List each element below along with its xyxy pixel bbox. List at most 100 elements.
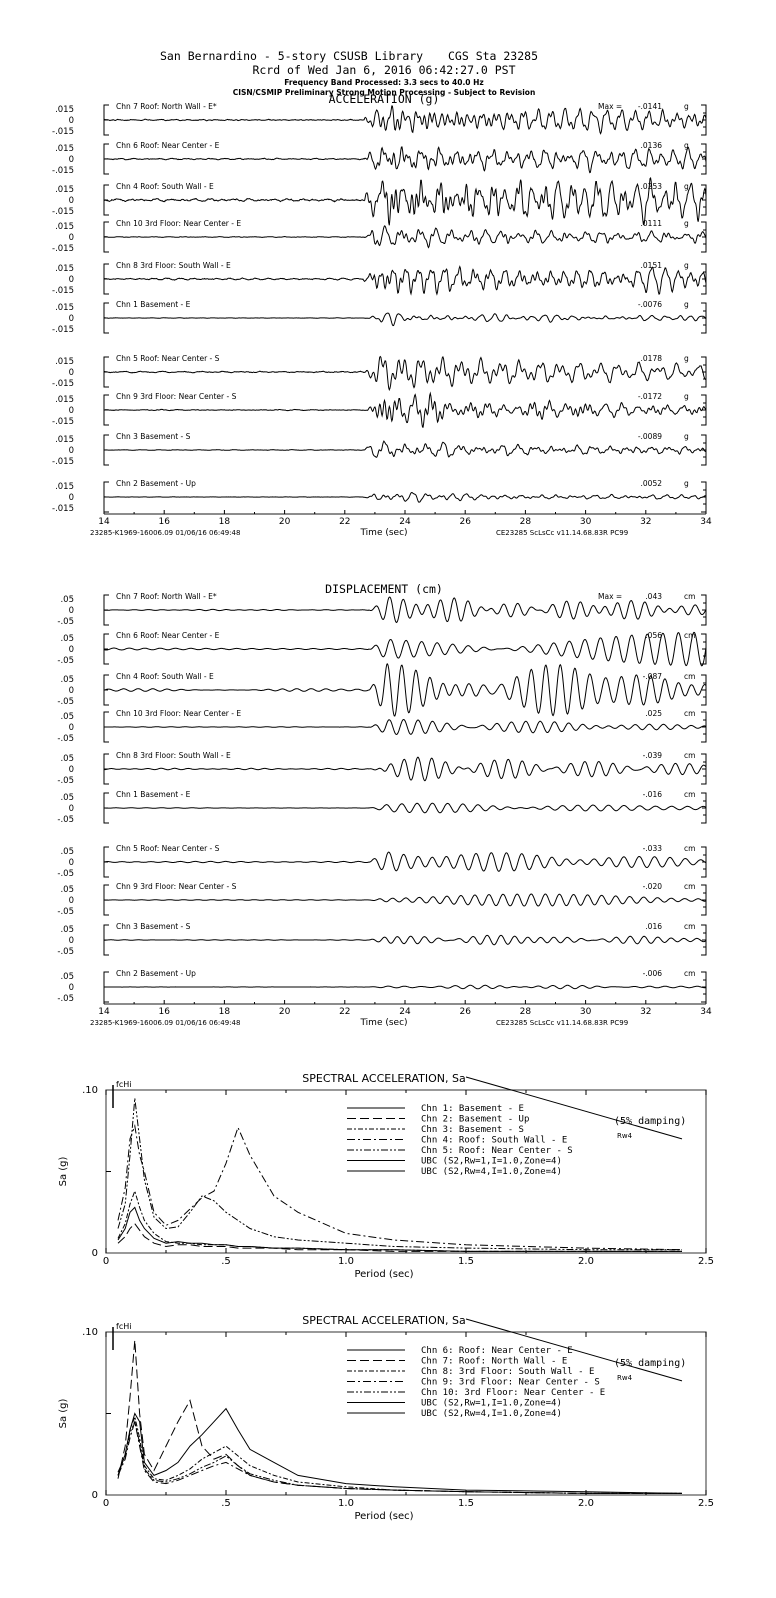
- channel-unit: cm: [684, 709, 695, 718]
- channel-waveform: [104, 984, 706, 990]
- channel-label: Chn 5 Roof: Near Center - S: [116, 844, 220, 853]
- spectrum-series-line: [117, 1206, 682, 1252]
- channel-waveform: [103, 851, 707, 872]
- x-tick-label: 2.0: [578, 1256, 594, 1267]
- ubc-design-spectrum-line: [465, 1076, 683, 1140]
- time-tick-label: 16: [158, 1007, 170, 1017]
- channel-axis-bracket-right: [701, 104, 707, 136]
- time-tick-label: 32: [640, 517, 651, 527]
- y-tick-label-zero: 0: [69, 804, 74, 814]
- y-tick-label-zero: 0: [69, 493, 74, 503]
- time-tick-label: 28: [520, 517, 532, 527]
- y-tick-label-zero: 0: [69, 446, 74, 456]
- channel-label: Chn 10 3rd Floor: Near Center - E: [116, 709, 241, 718]
- y-tick-label-top: .015: [55, 264, 74, 274]
- channel-trace-group: .050-.05 Chn 7 Roof: North Wall - E* Max =…: [57, 592, 707, 627]
- channel-label: Chn 3 Basement - S: [116, 432, 191, 441]
- y-tick-label-bottom: -.015: [52, 417, 74, 427]
- channel-max-value: -.039: [643, 751, 663, 760]
- y-tick-label-top: .015: [55, 144, 74, 154]
- spectrum-series-line: [117, 1415, 682, 1494]
- channel-label: Chn 6 Roof: Near Center - E: [116, 141, 220, 150]
- x-tick-label: 2.0: [578, 1498, 594, 1509]
- channel-unit: g: [684, 261, 689, 270]
- channel-max-value: .016: [645, 922, 662, 931]
- x-tick-label: 0: [103, 1498, 109, 1509]
- channel-label: Chn 3 Basement - S: [116, 922, 191, 931]
- channel-axis-bracket-right: [701, 971, 707, 1003]
- y-tick-label-top: .10: [82, 1327, 98, 1338]
- channel-unit: cm: [684, 592, 695, 601]
- time-tick-label: 18: [219, 517, 231, 527]
- spectral-acceleration-panel: SPECTRAL ACCELERATION, Sa 0 .5 1.0 1.5 2.0 2.5…: [58, 1072, 714, 1280]
- channel-axis-bracket-right: [701, 263, 707, 295]
- spectrum-series-line: [117, 1189, 682, 1252]
- x-tick-label: 1.0: [338, 1498, 354, 1509]
- channel-label: Chn 9 3rd Floor: Near Center - S: [116, 392, 237, 401]
- channel-trace-group: .050-.05 Chn 3 Basement - S .016 cm: [57, 922, 707, 957]
- y-tick-label-bottom: -.05: [57, 815, 74, 825]
- time-tick-label: 32: [640, 1007, 651, 1017]
- x-tick-label: 1.5: [458, 1498, 474, 1509]
- x-tick-label: 1.0: [338, 1256, 354, 1267]
- channel-max-value: -.0141: [638, 102, 662, 111]
- channel-max-value: -.016: [643, 790, 663, 799]
- channel-unit: g: [684, 219, 689, 228]
- channel-label: Chn 7 Roof: North Wall - E*: [116, 102, 217, 111]
- y-tick-label-zero: 0: [69, 368, 74, 378]
- channel-label: Chn 7 Roof: North Wall - E*: [116, 592, 217, 601]
- channel-max-value: .025: [645, 709, 662, 718]
- channel-max-value: -.0089: [638, 432, 662, 441]
- y-tick-label-top: .015: [55, 222, 74, 232]
- channel-max-value: .0052: [641, 479, 663, 488]
- y-tick-label-zero: 0: [69, 645, 74, 655]
- channel-max-value: -.0076: [638, 300, 662, 309]
- channel-waveform: [104, 893, 707, 907]
- channel-unit: cm: [684, 631, 695, 640]
- y-tick-label-bottom: -.015: [52, 504, 74, 514]
- legend-label: Chn 3: Basement - S: [421, 1125, 524, 1135]
- y-tick-label-zero: 0: [69, 116, 74, 126]
- channel-axis-bracket-right: [701, 434, 707, 466]
- spectrum-series-line: [117, 1421, 682, 1494]
- channel-axis-bracket-right: [701, 302, 707, 334]
- spectrum-series-line: [117, 1420, 682, 1494]
- channel-axis-bracket-right: [701, 394, 707, 426]
- y-tick-label-bottom: -.015: [52, 457, 74, 467]
- y-tick-label-zero: 0: [92, 1248, 98, 1259]
- ubc-design-spectrum-line: [465, 1318, 683, 1382]
- channel-waveform: [103, 631, 707, 667]
- y-axis-label: Sa (g): [58, 1157, 69, 1187]
- channel-waveform: [103, 105, 707, 135]
- channel-unit: cm: [684, 790, 695, 799]
- channel-unit: cm: [684, 922, 695, 931]
- channel-max-value: .0111: [641, 219, 663, 228]
- y-tick-label-zero: 0: [69, 723, 74, 733]
- time-tick-label: 26: [459, 1007, 471, 1017]
- channel-max-value: .043: [645, 592, 662, 601]
- y-tick-label-top: .05: [60, 847, 74, 857]
- channel-unit: g: [684, 102, 689, 111]
- y-tick-label-zero: 0: [69, 606, 74, 616]
- y-tick-label-top: .05: [60, 675, 74, 685]
- channel-trace-group: .050-.05 Chn 8 3rd Floor: South Wall - E -…: [57, 751, 707, 786]
- time-tick-label: 28: [520, 1007, 532, 1017]
- channel-axis-bracket-right: [701, 143, 707, 175]
- channel-label: Chn 2 Basement - Up: [116, 479, 196, 488]
- channel-unit: g: [684, 300, 689, 309]
- y-tick-label-zero: 0: [69, 983, 74, 993]
- time-tick-label: 20: [279, 517, 291, 527]
- y-tick-label-zero: 0: [69, 765, 74, 775]
- channel-label: Chn 10 3rd Floor: Near Center - E: [116, 219, 241, 228]
- time-tick-label: 34: [700, 517, 712, 527]
- channel-unit: g: [684, 354, 689, 363]
- y-tick-label-bottom: -.05: [57, 776, 74, 786]
- y-tick-label-bottom: -.05: [57, 697, 74, 707]
- y-tick-label-bottom: -.05: [57, 994, 74, 1004]
